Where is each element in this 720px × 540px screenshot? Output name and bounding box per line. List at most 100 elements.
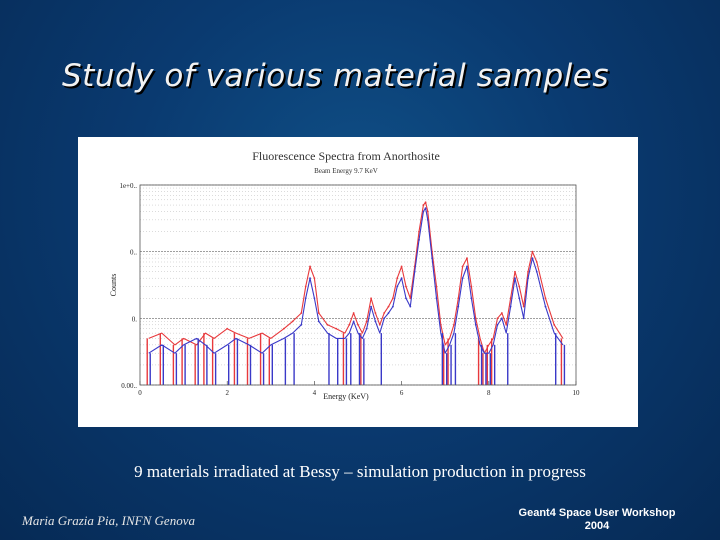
workshop-year: 2004 [584,520,610,532]
data-point-blue [396,285,399,288]
workshop-name: Geant4 Space User Workshop [518,507,676,519]
slide-title: Study of various material samples [62,58,610,94]
data-point-red [466,257,468,260]
data-point-red [457,297,460,300]
data-point-red [400,265,403,268]
data-point-red [439,323,442,326]
data-point-red [396,277,399,280]
x-tick-label: 10 [573,389,581,397]
data-point-red [453,323,455,326]
data-point-red [365,320,368,323]
data-point-blue [383,317,386,320]
data-point-blue [365,327,368,330]
data-point-red [348,323,351,326]
data-point-red [304,285,307,288]
data-point-red [500,312,503,314]
data-point-red [426,210,429,213]
data-point-blue [405,297,407,300]
data-point-red [527,270,529,273]
data-point-blue [426,218,429,221]
data-point-blue [409,305,412,308]
y-tick-label: 0. [132,315,138,323]
data-point-blue [304,297,307,300]
data-point-blue [474,323,477,326]
data-point-red [317,312,320,314]
x-tick-label: 2 [225,389,229,397]
spectrum-figure: Fluorescence Spectra from Anorthosite Be… [78,137,638,427]
data-point-red [405,285,407,288]
tick-layer: 0 2 4 6 8 10 1e+0.. 0.. 0. 0.00.. [119,182,580,397]
data-point-blue [466,265,468,268]
chart-title: Fluorescence Spectra from Anorthosite [252,149,440,163]
data-point-blue [522,317,525,320]
data-point-red [391,297,394,300]
data-point-red [470,285,473,288]
data-point-blue [431,257,434,260]
data-point-red [300,312,303,314]
data-point-red [514,270,516,273]
data-point-red [422,204,425,206]
data-point-red [383,312,386,314]
data-point-blue [370,305,372,308]
data-point-blue [435,297,438,300]
data-point-red [518,285,521,288]
data-point-red [461,265,464,268]
data-point-blue [300,323,303,326]
chart-subtitle: Beam Energy 9.7 KeV [314,167,378,175]
author-footer: Maria Grazia Pia, INFN Genova [22,513,195,528]
grid-layer [140,184,576,386]
data-point-blue [514,277,516,280]
data-point-red [352,312,355,314]
fluorescence-chart: Fluorescence Spectra from Anorthosite Be… [109,149,580,401]
data-point-blue [317,320,320,323]
y-axis-label: Counts [109,274,118,297]
data-point-blue [413,270,416,273]
data-point-blue [518,297,521,300]
data-point-red [435,285,438,288]
data-point-blue [531,257,534,260]
data-point-red [370,297,372,300]
data-point-blue [418,239,420,241]
data-point-blue [352,320,355,323]
data-point-blue [400,277,403,280]
data-point-blue [461,277,464,280]
data-point-red [282,327,285,330]
data-point-blue [309,277,311,280]
data-point-blue [422,210,425,213]
data-point-red [378,323,381,326]
plot-frame [139,184,577,386]
data-point-red [509,297,512,300]
series-line-blue [148,207,564,354]
x-tick-label: 0 [138,389,142,397]
data-point-red [553,323,556,326]
data-point-red [418,230,420,233]
x-tick-label: 4 [313,389,317,397]
data-point-blue [535,270,538,273]
data-point-red [424,201,427,204]
data-point-blue [500,317,503,320]
data-point-red [496,317,499,320]
workshop-footer: Geant4 Space User Workshop 2004 [492,507,702,533]
data-point-red [535,261,538,263]
data-point-red [544,297,547,300]
y-tick-label: 1e+0.. [119,182,137,190]
data-point-red [531,250,534,253]
series-line-red [148,201,564,354]
data-point-red [309,265,311,268]
data-point-red [291,320,294,323]
data-point-blue [457,305,460,308]
x-axis-label: Energy (KeV) [323,392,369,401]
data-point-red [522,305,525,308]
data-point-red [374,312,377,314]
data-point-red [357,323,359,326]
data-point-blue [509,305,512,308]
x-tick-label: 8 [487,389,491,397]
data-point-red [326,323,329,326]
x-tick-label: 6 [400,389,404,397]
data-point-blue [470,297,473,300]
y-tick-label: 0.00.. [121,382,137,390]
y-tick-label: 0.. [130,249,137,257]
data-point-red [387,305,390,308]
data-point-red [505,323,508,326]
series-layer [146,201,566,385]
